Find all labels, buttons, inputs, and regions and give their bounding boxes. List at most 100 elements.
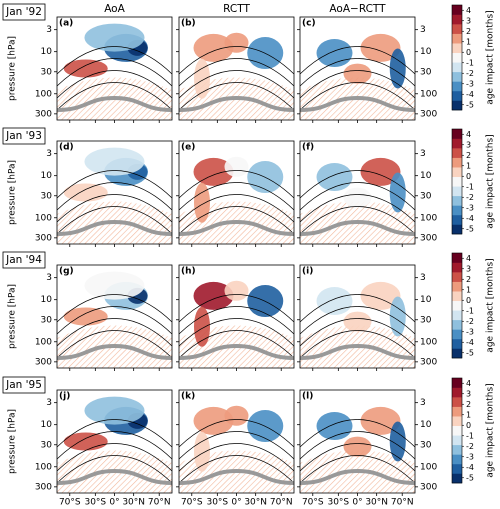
field-blob bbox=[360, 157, 401, 186]
colorbar-swatch bbox=[452, 205, 462, 216]
y-tick-label: 30 bbox=[41, 440, 53, 450]
contour bbox=[179, 306, 294, 335]
colorbar-tick-label: 2 bbox=[466, 151, 471, 160]
y-tick-label: 3 bbox=[420, 273, 426, 283]
y-tick-label: 3 bbox=[420, 149, 426, 159]
y-tick-label: 30 bbox=[41, 67, 53, 77]
contour bbox=[300, 455, 415, 484]
y-tick-label: 100 bbox=[420, 462, 437, 472]
row-label: Jan '93 bbox=[5, 130, 42, 142]
field-blob bbox=[343, 436, 372, 457]
colorbar-swatch bbox=[452, 310, 462, 321]
x-tick-label: 70°S bbox=[302, 498, 324, 508]
contour bbox=[57, 206, 172, 235]
colorbar-tick-label: -4 bbox=[466, 338, 474, 347]
y-tick-label: 30 bbox=[420, 67, 432, 77]
field-blob bbox=[193, 406, 234, 435]
colorbar-tick-label: 3 bbox=[466, 389, 471, 398]
y-tick-label: 300 bbox=[420, 482, 437, 492]
colorbar-swatch bbox=[452, 435, 462, 446]
colorbar-label: age impact [months] bbox=[486, 383, 496, 477]
colorbar-swatch bbox=[452, 90, 462, 101]
panel-label: (j) bbox=[59, 392, 70, 402]
colorbar-swatch bbox=[452, 329, 462, 340]
x-tick-label: 0° bbox=[109, 498, 119, 508]
tropopause bbox=[300, 343, 415, 360]
contour bbox=[179, 443, 294, 472]
field-blob bbox=[224, 405, 249, 426]
colorbar-tick-label: 0 bbox=[466, 172, 471, 181]
y-tick-label: 10 bbox=[41, 47, 53, 57]
field-blob bbox=[343, 311, 372, 332]
colorbar-swatch bbox=[452, 253, 462, 263]
x-tick-label: 70°S bbox=[181, 498, 203, 508]
colorbar-tick-label: -4 bbox=[466, 214, 474, 223]
colorbar-swatch bbox=[452, 406, 462, 417]
panel-label: (d) bbox=[59, 143, 74, 153]
colorbar-swatch bbox=[452, 444, 462, 455]
colorbar-tick-label: 4 bbox=[466, 6, 471, 15]
tropopause bbox=[57, 343, 172, 360]
contour bbox=[300, 70, 415, 99]
y-tick-label: 300 bbox=[420, 233, 437, 243]
colorbar-tick-label: -5 bbox=[466, 100, 474, 109]
colorbar-tick-label: 4 bbox=[466, 379, 471, 388]
colorbar-swatch bbox=[452, 157, 462, 168]
y-tick-label: 30 bbox=[41, 315, 53, 325]
y-tick-label: 10 bbox=[420, 171, 432, 181]
contour bbox=[57, 419, 172, 448]
colorbar-tick-label: -1 bbox=[466, 431, 474, 440]
contour bbox=[179, 318, 294, 347]
y-tick-label: 100 bbox=[35, 213, 52, 223]
colorbar-swatch bbox=[452, 138, 462, 149]
contour bbox=[300, 170, 415, 199]
colorbar-swatch bbox=[452, 176, 462, 187]
field-blob bbox=[224, 156, 249, 177]
colorbar-tick-label: 0 bbox=[466, 48, 471, 57]
colorbar-swatch bbox=[452, 100, 462, 111]
field-blob bbox=[343, 187, 372, 208]
x-tick-label: 70°N bbox=[148, 498, 171, 508]
field-blob bbox=[194, 58, 210, 99]
colorbar-swatch bbox=[452, 397, 462, 407]
y-tick-label: 300 bbox=[35, 357, 52, 367]
colorbar-tick-label: -2 bbox=[466, 317, 474, 326]
colorbar-tick-label: -4 bbox=[466, 90, 474, 99]
contour bbox=[57, 294, 172, 323]
panel-label: (e) bbox=[181, 143, 195, 153]
contour bbox=[300, 318, 415, 347]
colorbar-frame bbox=[451, 128, 463, 235]
colorbar-swatch bbox=[452, 473, 462, 484]
tropopause bbox=[179, 343, 294, 360]
colorbar-swatch bbox=[452, 71, 462, 82]
field-blob bbox=[84, 271, 145, 300]
column-title: AoA bbox=[104, 3, 125, 15]
contour bbox=[300, 82, 415, 111]
colorbar-tick-label: 1 bbox=[466, 410, 471, 419]
field-blob bbox=[194, 182, 210, 223]
panel bbox=[300, 390, 415, 493]
y-axis-label: pressure [hPa] bbox=[8, 284, 18, 349]
panel-label: (l) bbox=[302, 392, 313, 402]
y-tick-label: 30 bbox=[420, 440, 432, 450]
colorbar-swatch bbox=[452, 52, 462, 63]
colorbar-tick-label: 2 bbox=[466, 27, 471, 36]
field-blob bbox=[84, 147, 145, 176]
colorbar-tick-label: -3 bbox=[466, 327, 474, 336]
colorbar-swatch bbox=[452, 148, 462, 158]
colorbar-swatch bbox=[452, 378, 462, 388]
contour bbox=[179, 58, 294, 87]
panel-label: (g) bbox=[59, 267, 74, 277]
y-tick-label: 100 bbox=[420, 337, 437, 347]
field-blob bbox=[360, 281, 401, 310]
colorbar-swatch bbox=[452, 81, 462, 92]
field-blob bbox=[389, 421, 406, 462]
colorbar-swatch bbox=[452, 214, 462, 225]
row-label-box bbox=[2, 376, 46, 394]
colorbar-tick-label: -5 bbox=[466, 473, 474, 482]
contour bbox=[57, 70, 172, 99]
colorbar-tick-label: -2 bbox=[466, 193, 474, 202]
contour bbox=[57, 182, 172, 211]
y-tick-label: 300 bbox=[420, 357, 437, 367]
